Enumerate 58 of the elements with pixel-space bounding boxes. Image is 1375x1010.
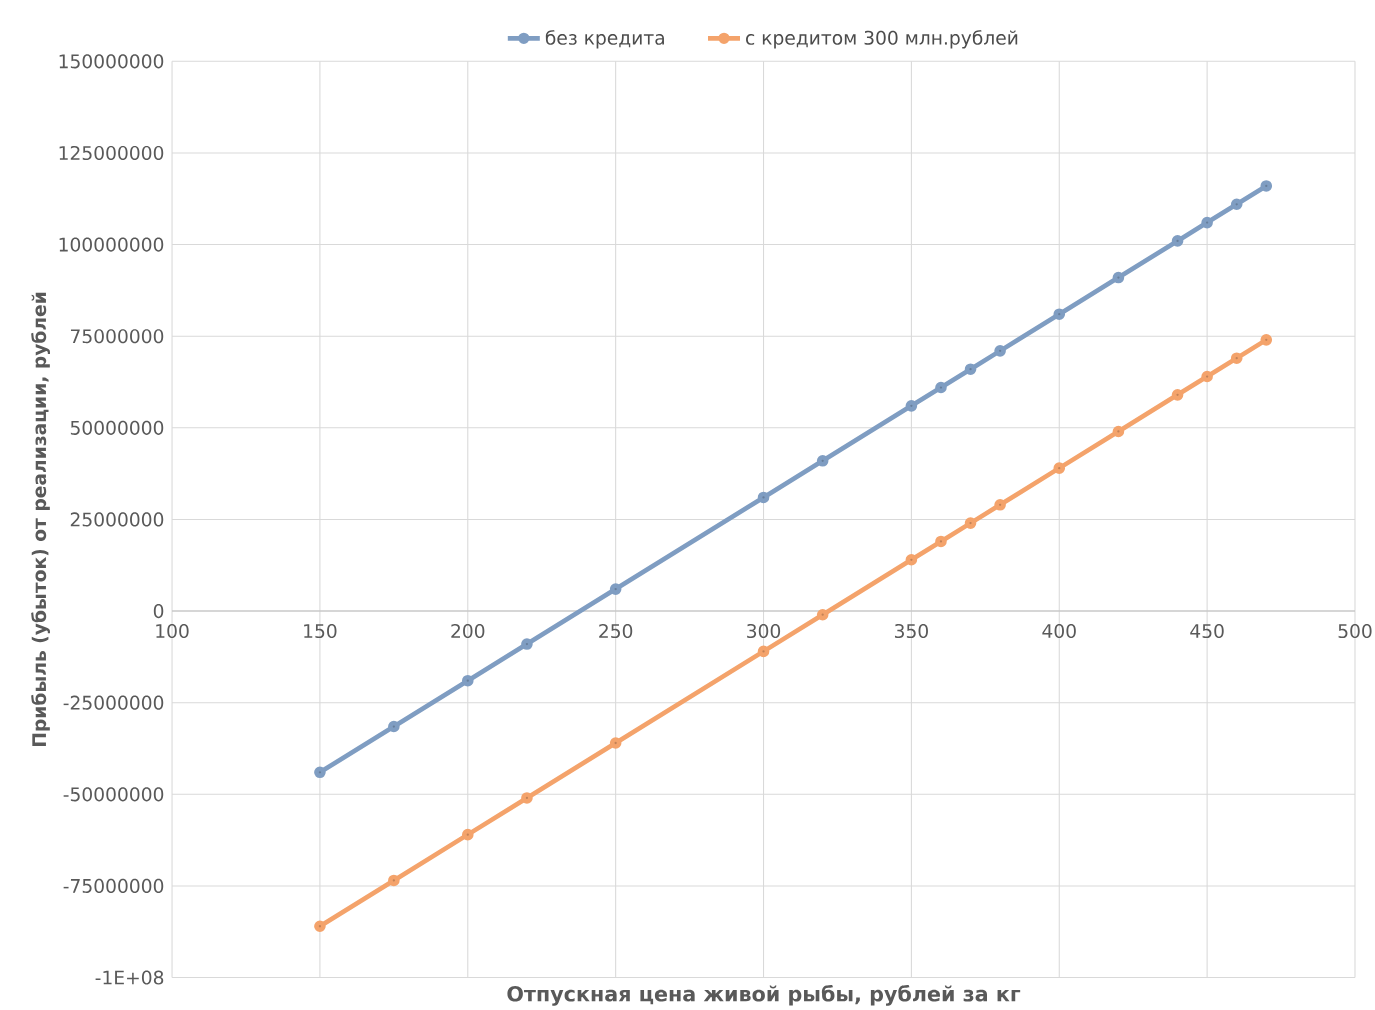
point <box>521 792 533 804</box>
point <box>314 920 326 933</box>
point <box>1201 370 1213 383</box>
point <box>1053 308 1066 321</box>
point <box>1260 334 1273 346</box>
y-tick-label: 100000000 <box>59 237 164 252</box>
y-tick-label: -25000000 <box>63 695 164 710</box>
point <box>905 554 918 566</box>
y-tick-label: 150000000 <box>59 54 164 69</box>
x-tick-label: 450 <box>1190 624 1224 639</box>
point <box>1230 198 1243 211</box>
y-tick-label: 75000000 <box>70 329 164 344</box>
x-tick-label: 300 <box>747 624 781 639</box>
x-tick-label: 400 <box>1042 624 1076 639</box>
point <box>1171 389 1184 401</box>
y-tick-label: -1E+08 <box>95 970 164 985</box>
y-tick-label: -50000000 <box>63 787 164 802</box>
x-tick-label: 350 <box>895 624 928 639</box>
x-tick-label: 250 <box>599 624 633 639</box>
point <box>994 499 1006 511</box>
point <box>816 609 829 621</box>
point <box>964 363 977 376</box>
point <box>388 874 400 887</box>
x-tick-label: 200 <box>451 624 485 639</box>
point <box>994 345 1006 357</box>
y-tick-label: 125000000 <box>59 146 164 161</box>
point <box>609 583 622 596</box>
point <box>757 491 770 504</box>
y-axis-title: Прибыль (убыток) от реализации, рублей <box>31 292 50 747</box>
y-tick-label: 25000000 <box>70 512 164 527</box>
point <box>816 455 829 467</box>
point <box>905 400 918 412</box>
y-tick-label: 50000000 <box>70 420 164 436</box>
x-tick-label: 500 <box>1338 624 1372 639</box>
legend-label: без кредита <box>545 30 664 49</box>
x-tick-label: 150 <box>304 624 337 639</box>
x-axis-title: Отпускная цена живой рыбы, рублей за кг <box>507 985 1021 1006</box>
point <box>964 517 977 530</box>
point <box>1112 271 1125 284</box>
point <box>461 829 474 841</box>
point <box>609 737 622 750</box>
point <box>1201 217 1213 229</box>
point <box>388 720 400 733</box>
x-tick-label: 100 <box>156 624 189 639</box>
point <box>1112 425 1125 438</box>
point <box>461 675 474 687</box>
point <box>1053 462 1066 475</box>
point <box>757 645 770 658</box>
point <box>1260 180 1273 192</box>
legend-label: с кредитом 300 млн.рублей <box>746 30 1018 49</box>
point <box>1171 235 1184 247</box>
y-tick-label: 0 <box>153 604 164 619</box>
y-tick-label: -75000000 <box>63 879 164 894</box>
point <box>1230 352 1243 365</box>
point <box>935 381 947 394</box>
point <box>314 766 326 779</box>
point <box>935 535 947 548</box>
point <box>521 638 533 651</box>
